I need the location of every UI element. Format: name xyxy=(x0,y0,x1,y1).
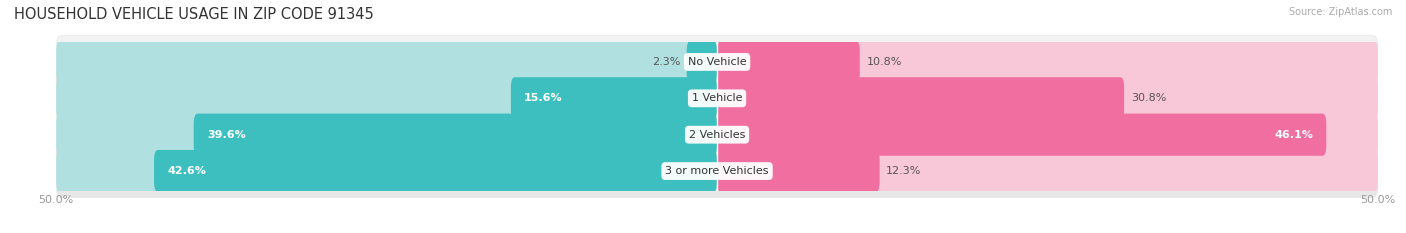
FancyBboxPatch shape xyxy=(56,108,1378,161)
Text: 42.6%: 42.6% xyxy=(167,166,207,176)
Text: 39.6%: 39.6% xyxy=(207,130,246,140)
FancyBboxPatch shape xyxy=(155,150,717,192)
Text: 2.3%: 2.3% xyxy=(651,57,681,67)
Text: 15.6%: 15.6% xyxy=(524,93,562,103)
FancyBboxPatch shape xyxy=(56,41,717,83)
Text: 1 Vehicle: 1 Vehicle xyxy=(692,93,742,103)
FancyBboxPatch shape xyxy=(686,41,717,83)
FancyBboxPatch shape xyxy=(56,72,1378,125)
FancyBboxPatch shape xyxy=(56,150,717,192)
FancyBboxPatch shape xyxy=(717,114,1326,156)
Text: 10.8%: 10.8% xyxy=(866,57,901,67)
FancyBboxPatch shape xyxy=(717,77,1125,119)
Text: No Vehicle: No Vehicle xyxy=(688,57,747,67)
FancyBboxPatch shape xyxy=(194,114,717,156)
FancyBboxPatch shape xyxy=(56,77,717,119)
Text: 3 or more Vehicles: 3 or more Vehicles xyxy=(665,166,769,176)
FancyBboxPatch shape xyxy=(717,150,1378,192)
FancyBboxPatch shape xyxy=(717,41,1378,83)
FancyBboxPatch shape xyxy=(510,77,717,119)
FancyBboxPatch shape xyxy=(717,41,860,83)
FancyBboxPatch shape xyxy=(717,77,1378,119)
FancyBboxPatch shape xyxy=(717,150,880,192)
FancyBboxPatch shape xyxy=(56,114,717,156)
Text: HOUSEHOLD VEHICLE USAGE IN ZIP CODE 91345: HOUSEHOLD VEHICLE USAGE IN ZIP CODE 9134… xyxy=(14,7,374,22)
Text: Source: ZipAtlas.com: Source: ZipAtlas.com xyxy=(1288,7,1392,17)
Text: 46.1%: 46.1% xyxy=(1274,130,1313,140)
Text: 30.8%: 30.8% xyxy=(1130,93,1166,103)
FancyBboxPatch shape xyxy=(56,144,1378,198)
FancyBboxPatch shape xyxy=(717,114,1378,156)
Text: 12.3%: 12.3% xyxy=(886,166,921,176)
Text: 2 Vehicles: 2 Vehicles xyxy=(689,130,745,140)
FancyBboxPatch shape xyxy=(56,35,1378,89)
